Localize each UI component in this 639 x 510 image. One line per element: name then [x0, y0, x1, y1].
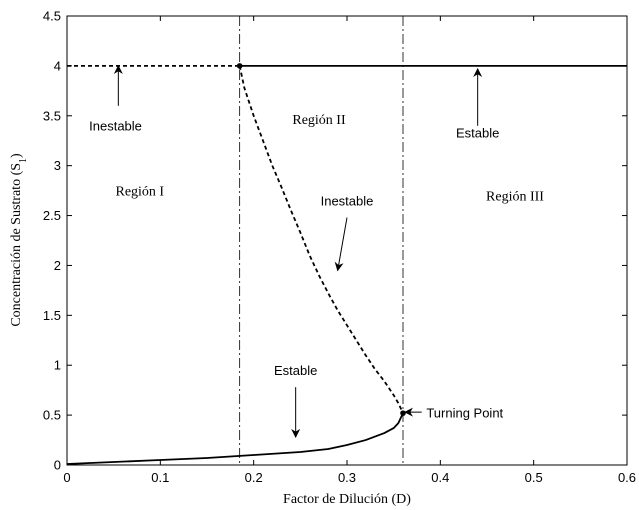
annotation-label: Inestable: [321, 194, 374, 209]
tick-labels: 0 0.1 0.2 0.3 0.4 0.5 0.6 0 0.5 1 1.5 2 2.5 3 3.5 4 4.5: [43, 9, 636, 486]
y-tick-label: 2.5: [43, 208, 61, 223]
region-boundaries: [239, 16, 404, 465]
x-tick-label: 0.5: [525, 470, 543, 485]
x-tick-label: 0.4: [431, 470, 449, 485]
y-axis-title: Concentración de Sustrato (S1): [9, 153, 29, 327]
region-label: Región III: [486, 190, 544, 205]
x-tick-label: 0.1: [151, 470, 169, 485]
bifurcation-point: [236, 63, 243, 69]
y-tick-label: 3: [54, 158, 61, 173]
ticks: [66, 15, 628, 466]
y-tick-label: 4: [54, 58, 61, 73]
y-tick-label: 4.5: [43, 9, 61, 24]
region-label: Región II: [292, 113, 346, 128]
region-label: Región I: [115, 185, 164, 200]
annotation-label: Turning Point: [426, 406, 503, 421]
x-tick-label: 0.2: [245, 470, 263, 485]
stable-branch: [66, 412, 404, 465]
y-axis-title-main: Concentración de Sustrato (S: [9, 163, 24, 327]
unstable-branch: [238, 65, 404, 414]
y-tick-label: 3.5: [43, 108, 61, 123]
y-axis-title-suffix: ): [9, 153, 24, 158]
x-axis-title: Factor de Dilución (D): [283, 492, 411, 507]
x-tick-label: 0: [63, 470, 70, 485]
y-tick-label: 2: [54, 258, 61, 273]
bifurcation-point: [400, 410, 406, 416]
region-labels: Región I Región II Región III: [115, 113, 544, 205]
y-tick-label: 0: [54, 458, 61, 473]
y-tick-label: 0.5: [43, 408, 61, 423]
y-tick-label: 1: [54, 358, 61, 373]
x-tick-label: 0.6: [618, 470, 636, 485]
y-axis-title-subscript: 1: [18, 158, 29, 163]
series-lines: [66, 64, 627, 465]
y-tick-label: 1.5: [43, 308, 61, 323]
annotation-label: Estable: [456, 126, 499, 141]
annotation-arrow: [334, 217, 348, 272]
annotation-label: Estable: [274, 363, 317, 378]
annotation-label: Inestable: [89, 119, 142, 134]
plot-area-frame: [66, 15, 628, 466]
annotations: Inestable Estable Inestable Estable Turning …: [89, 64, 504, 438]
x-tick-label: 0.3: [338, 470, 356, 485]
